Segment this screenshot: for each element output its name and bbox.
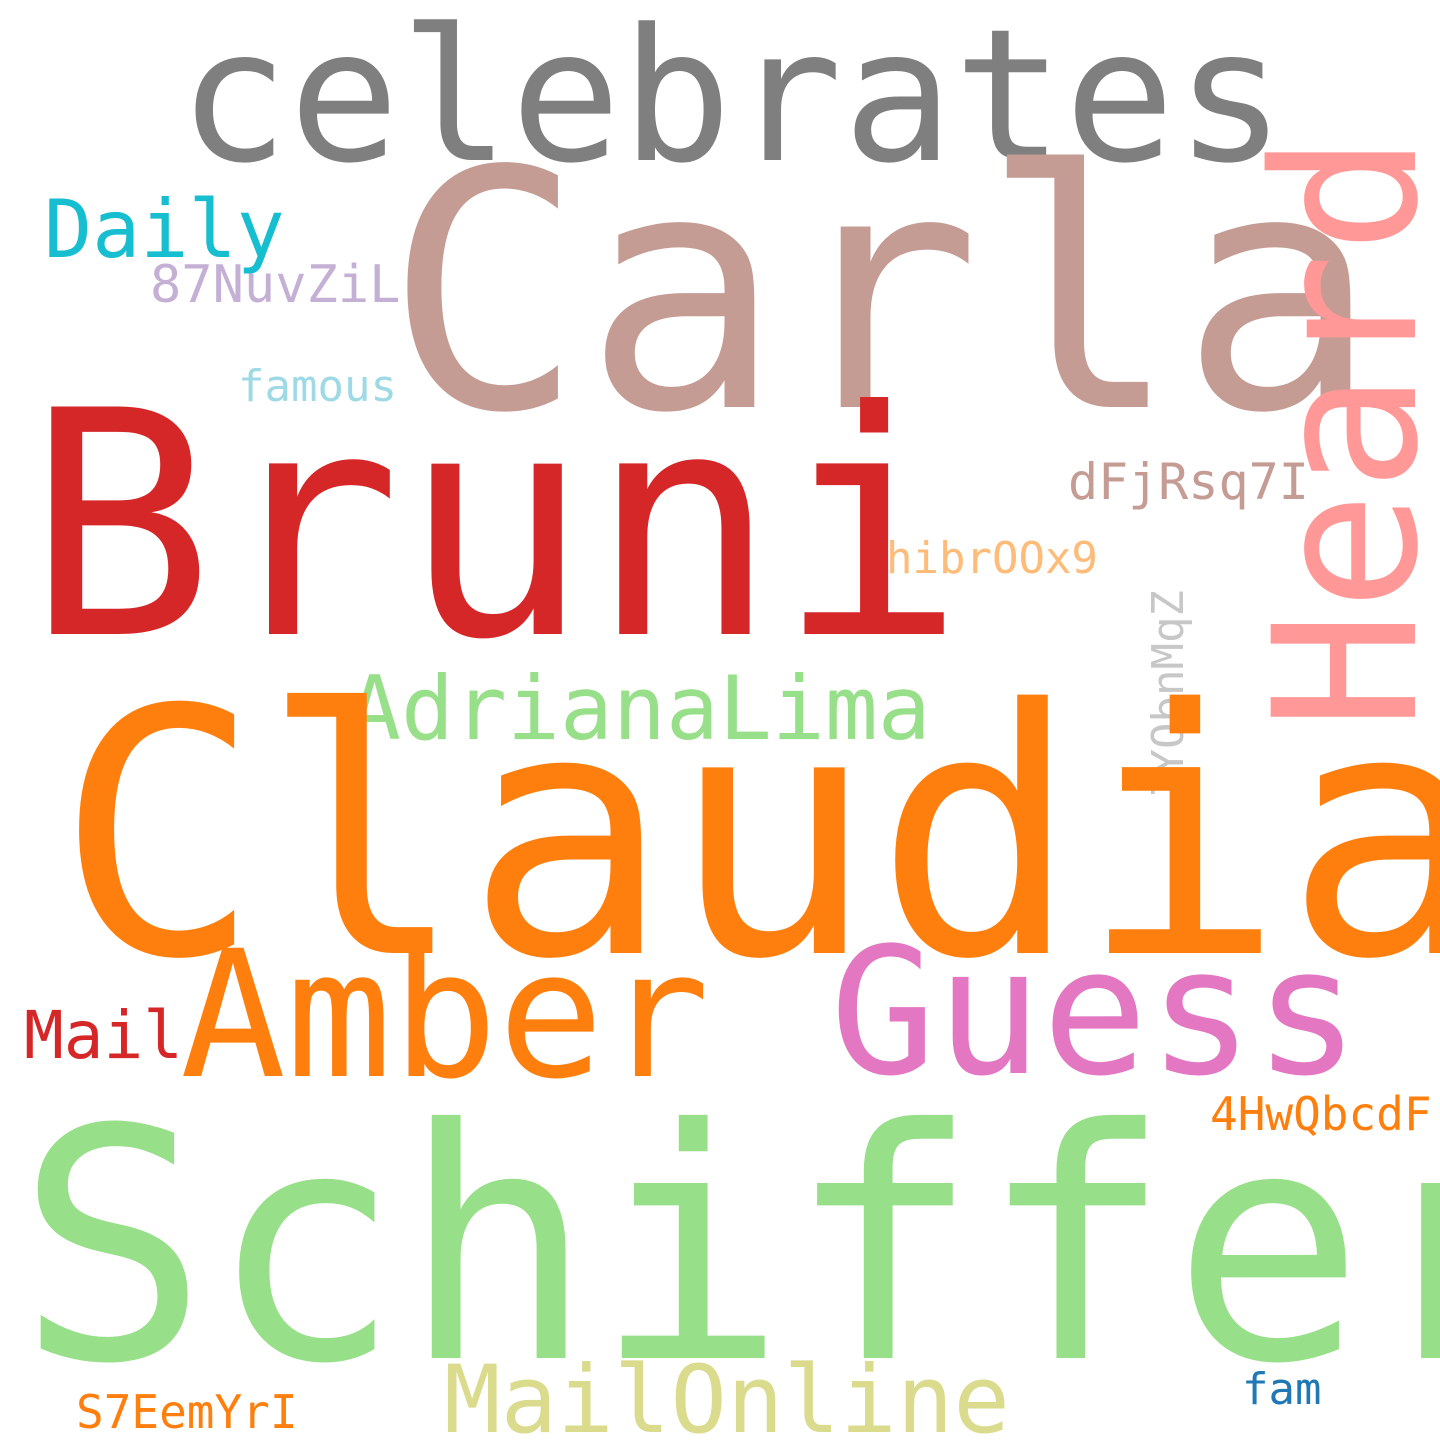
word-celebrates: celebrates [178, 0, 1286, 204]
word-4hwqbcdf: 4HwQbcdF [1210, 1087, 1432, 1141]
word-adrianalima: AdrianaLima [348, 657, 931, 760]
word-87nuvzil: 87NuvZiL [150, 255, 401, 315]
word-carla: Carla [385, 101, 1379, 485]
word-mail: Mail [24, 997, 183, 1074]
word-mailonline: MailOnline [444, 1346, 1010, 1455]
word-dfjrsq7i: dFjRsq7I [1068, 453, 1309, 511]
word-bruni: Bruni [26, 344, 966, 708]
word-claudia: Claudia [56, 638, 1440, 1034]
word-hibroox9: hibrOOx9 [886, 533, 1098, 584]
word-daily: Daily [44, 183, 285, 276]
word-fam: fam [1242, 1364, 1322, 1415]
word-schiffer: Schiffer [16, 1062, 1440, 1434]
word-s7eemyri: S7EemYrI [76, 1385, 298, 1439]
word-amber: Amber [180, 913, 710, 1118]
word-famous: famous [238, 361, 397, 412]
word-guess: Guess [830, 910, 1360, 1115]
